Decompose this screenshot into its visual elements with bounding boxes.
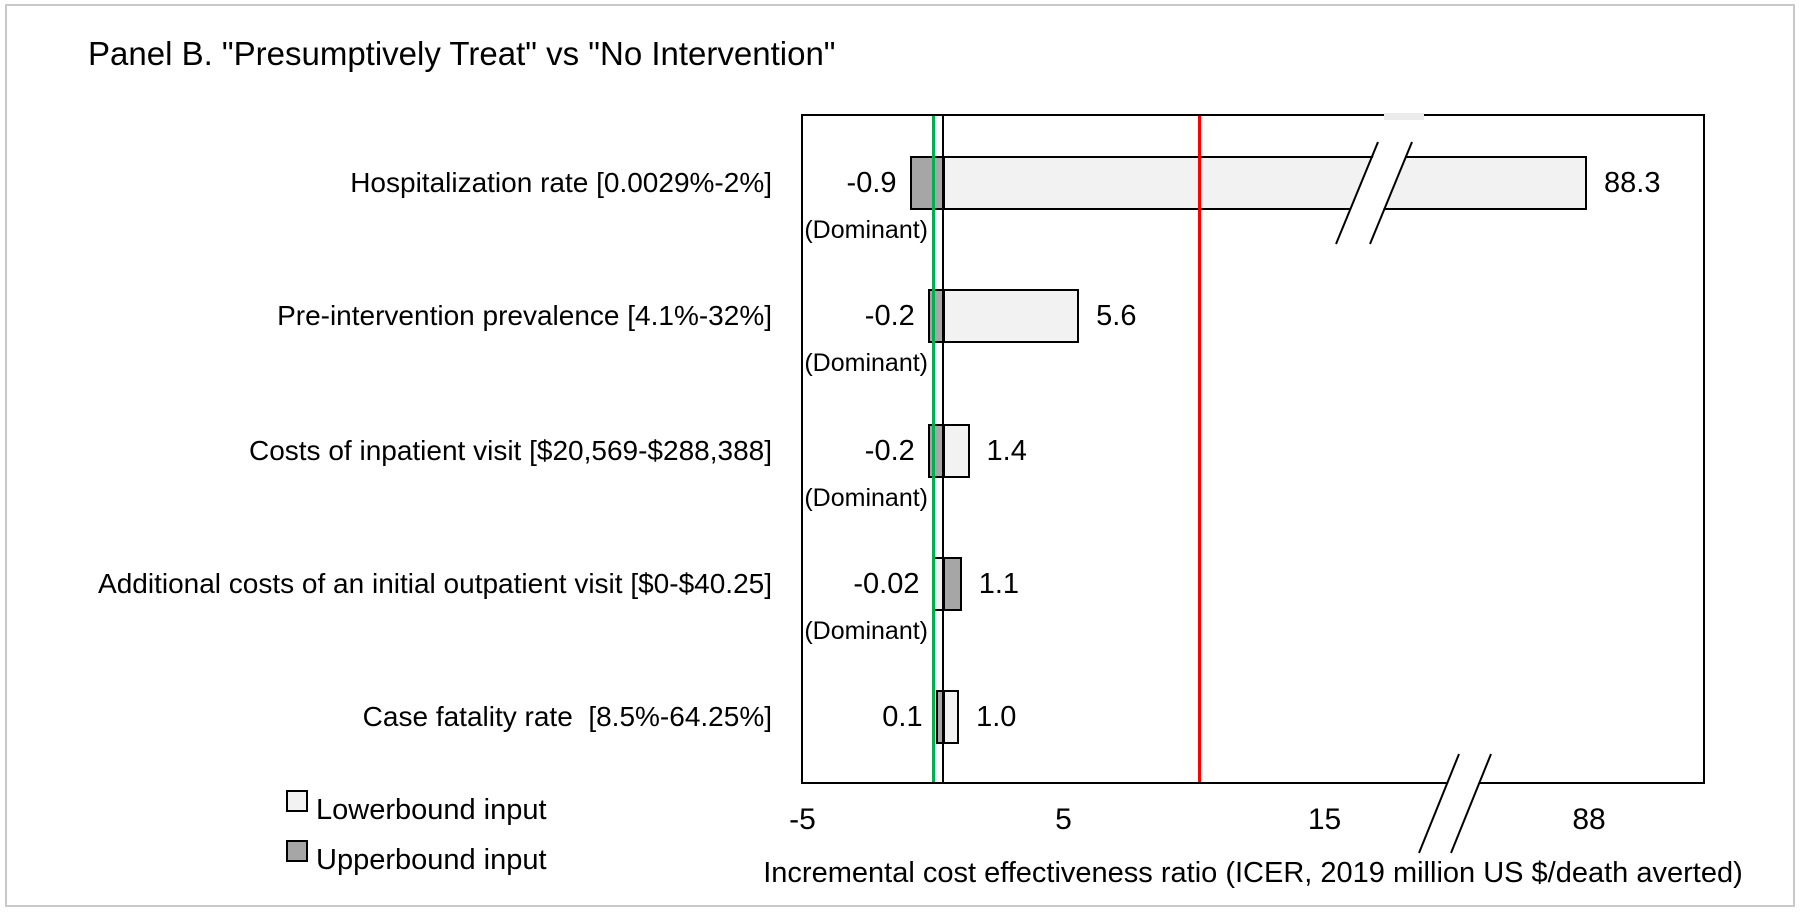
bar-value-label-high: 5.6	[1096, 300, 1137, 332]
legend-swatch-lowerbound	[286, 790, 308, 812]
bar-segment-lowerbound	[943, 424, 970, 478]
x-axis-title: Incremental cost effectiveness ratio (IC…	[763, 857, 1743, 889]
base-case-icer-line	[942, 116, 945, 782]
bar-value-label-low: -0.2	[864, 300, 915, 332]
category-label: Costs of inpatient visit [$20,569-$288,3…	[248, 435, 772, 466]
category-label: Case fatality rate [8.5%-64.25%]	[362, 701, 772, 732]
category-label: Pre-intervention prevalence [4.1%-32%]	[277, 300, 772, 331]
bar-value-label-low: -0.9	[846, 167, 897, 199]
bar-segment-lowerbound	[943, 690, 960, 744]
bar-segment-lowerbound	[943, 289, 1080, 343]
x-tick-label: 88	[1572, 803, 1606, 836]
x-tick-label: 15	[1307, 803, 1342, 836]
legend-swatch-upperbound	[286, 840, 308, 862]
legend-label-upperbound: Upperbound input	[316, 844, 547, 876]
x-tick-label: -5	[789, 803, 816, 836]
bar-value-label-low: -0.2	[864, 435, 915, 467]
bar-value-label-low: -0.02	[853, 568, 920, 600]
category-label: Hospitalization rate [0.0029%-2%]	[350, 167, 772, 198]
dominant-annotation: (Dominant)	[804, 617, 928, 645]
legend-label-lowerbound: Lowerbound input	[316, 794, 547, 826]
threshold-line	[1197, 116, 1201, 782]
bar-value-label-high: 1.0	[976, 701, 1017, 733]
bar-value-label-high: 1.1	[978, 568, 1020, 600]
bar-value-label-low: 0.1	[882, 701, 923, 733]
dominant-annotation: (Dominant)	[804, 216, 928, 244]
bar-segment-lowerbound	[943, 156, 1587, 210]
bar-segment-upperbound	[909, 156, 945, 210]
x-tick-label: 5	[1055, 803, 1072, 836]
bar-segment-upperbound	[943, 557, 962, 611]
chart-title: Panel B. "Presumptively Treat" vs "No In…	[88, 35, 836, 72]
dominant-annotation: (Dominant)	[804, 349, 928, 377]
bar-value-label-high: 88.3	[1604, 167, 1661, 199]
zero-line	[931, 116, 935, 782]
bar-value-label-high: 1.4	[986, 435, 1027, 467]
category-label: Additional costs of an initial outpatien…	[98, 568, 772, 599]
dominant-annotation: (Dominant)	[804, 484, 928, 512]
